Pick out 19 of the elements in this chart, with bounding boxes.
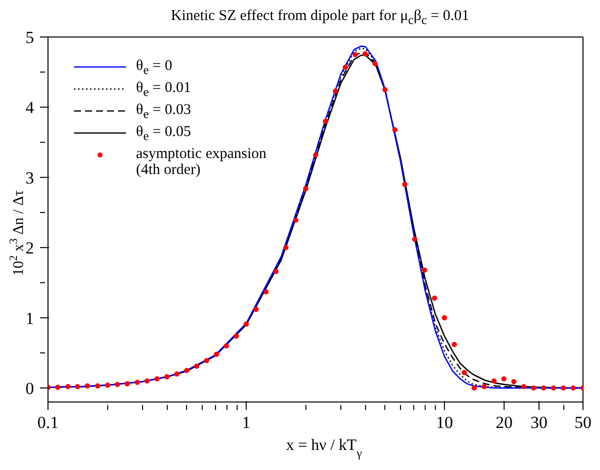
x-axis-title: x = hν / kT$_{γ}$ <box>286 437 363 460</box>
y-tick-label: 2 <box>26 238 34 258</box>
x-tick-label: 20 <box>496 413 513 432</box>
legend-label: θ$_{e}$ = 0 <box>136 58 172 78</box>
legend-label: θ$_{e}$ = 0.03 <box>136 102 191 122</box>
x-tick-label: 0.1 <box>37 413 59 432</box>
y-tick-label: 4 <box>26 98 34 118</box>
x-tick-label: 50 <box>574 413 592 432</box>
legend-label: θ$_{e}$ = 0.05 <box>136 124 191 144</box>
chart-title: Kinetic SZ effect from dipole part for μ$_{c}$β$_{c}$ = 0.01 <box>170 8 470 28</box>
y-tick-label: 0 <box>26 378 34 398</box>
x-tick-label: 1 <box>242 413 250 432</box>
legend-label: asymptotic expansion (4th order) <box>136 146 266 178</box>
legend-label: θ$_{e}$ = 0.01 <box>136 80 191 100</box>
x-tick-label: 30 <box>530 413 548 432</box>
y-tick-label: 1 <box>26 308 34 328</box>
y-tick-label: 3 <box>26 168 34 188</box>
x-tick-label: 10 <box>436 413 453 432</box>
y-tick-label: 5 <box>26 28 34 47</box>
